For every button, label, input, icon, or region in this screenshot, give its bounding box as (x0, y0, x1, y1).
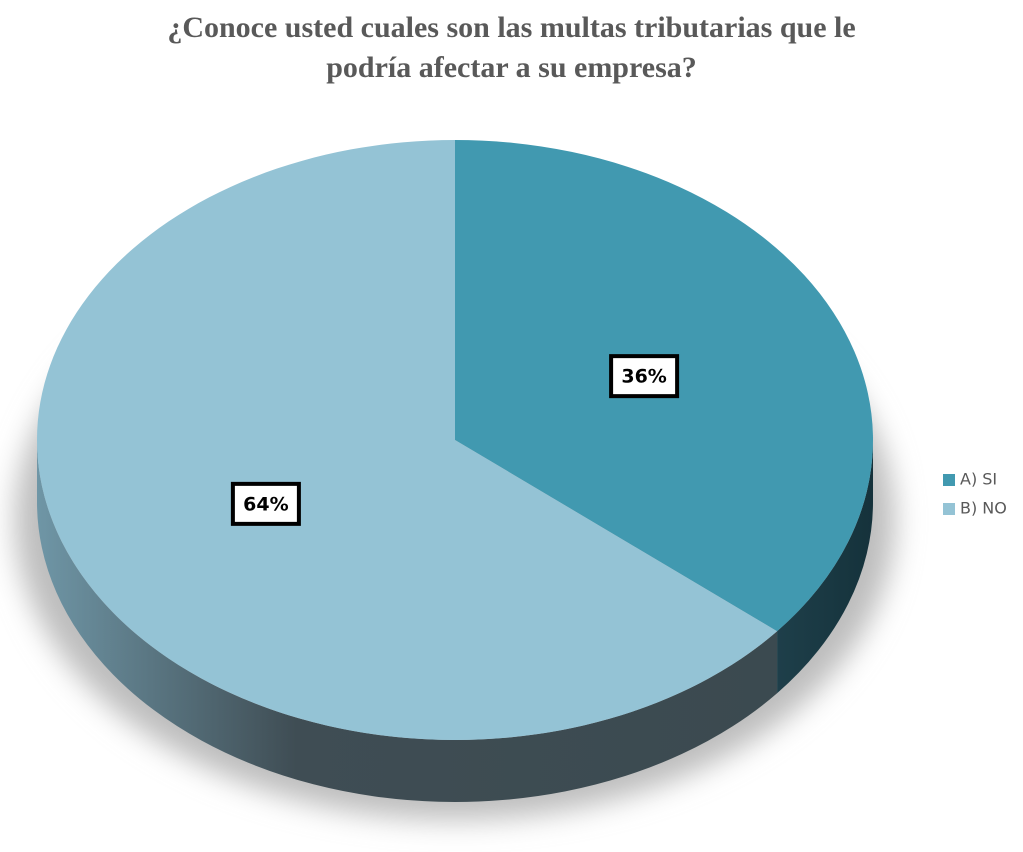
pie-tops (36, 140, 873, 740)
value-label: 36% (621, 366, 666, 388)
pie-sides (37, 440, 873, 803)
value-label-box (230, 481, 301, 526)
legend-label: B) NO (960, 499, 1007, 518)
slice-side (777, 440, 873, 694)
slice-side (37, 440, 778, 803)
legend: A) SI B) NO (943, 470, 1007, 518)
slice (36, 140, 778, 740)
legend-swatch (943, 474, 955, 486)
chart-title: ¿Conoce usted cuales son las multas trib… (167, 11, 856, 84)
value-label: 64% (243, 493, 288, 515)
legend-swatch (943, 503, 955, 515)
legend-label: A) SI (960, 470, 997, 489)
value-labels: 36% 64% (230, 354, 680, 526)
value-label-box (609, 354, 680, 399)
title-wrap: ¿Conoce usted cuales son las multas trib… (0, 8, 1023, 88)
